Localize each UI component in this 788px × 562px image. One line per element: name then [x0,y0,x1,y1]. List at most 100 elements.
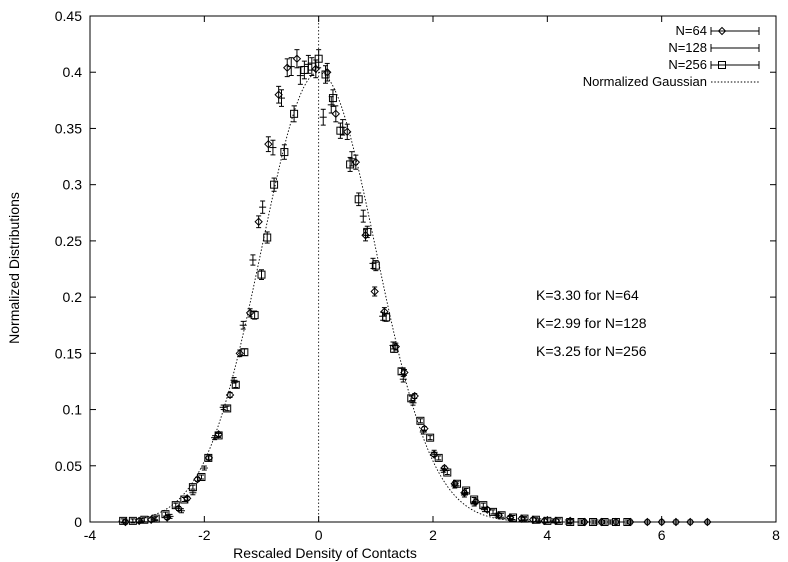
series-square [119,49,632,526]
y-tick-label: 0.25 [55,233,82,249]
point-square [214,431,223,440]
point-diamond [343,127,352,137]
point-square [453,479,462,488]
x-axis-title: Rescaled Density of Contacts [233,545,417,561]
point-square [328,94,337,103]
point-square [363,227,372,236]
point-square [171,501,180,510]
legend: N=64 N=128 N=256 Normalized Gaussian [583,23,760,89]
point-square [489,507,498,516]
x-tick-label: 6 [658,527,666,543]
point-square [407,394,416,403]
point-square [290,109,299,118]
gaussian-curve [118,71,662,523]
point-square [263,233,272,242]
point-square [354,195,363,204]
point-diamond [471,497,481,506]
point-square [119,516,128,525]
point-square [497,511,506,520]
point-diamond [235,349,244,358]
k-annotation: K=3.25 for N=256 [536,343,647,359]
point-square [397,367,406,376]
point-square [611,518,620,526]
point-diamond [225,390,235,400]
point-square [426,433,435,442]
y-tick-label: 0.45 [55,8,82,24]
point-square [479,501,488,510]
legend-label: N=128 [668,40,707,55]
point-square [623,518,632,526]
plot-frame [89,15,777,523]
point-square [416,416,425,425]
legend-label: N=64 [676,23,707,38]
point-square [718,61,726,69]
point-diamond [657,517,666,527]
x-tick-label: 0 [315,527,323,543]
y-tick-label: 0.35 [55,120,82,136]
point-square [250,311,259,320]
point-square [589,518,598,526]
point-diamond [686,517,695,527]
point-square [577,518,586,526]
k-annotation: K=2.99 for N=128 [536,315,647,331]
point-square [314,54,323,63]
point-square [462,486,471,495]
point-square [520,514,529,523]
point-diamond [254,217,263,226]
point-square [240,348,249,357]
point-square [257,270,266,279]
point-square [128,516,137,525]
point-square [180,495,189,504]
y-tick-label: 0.2 [63,289,83,305]
annotations: K=3.30 for N=64 K=2.99 for N=128 K=3.25 fo… [536,287,647,359]
point-square [390,344,399,353]
point-square [346,160,355,169]
y-tick-label: 0.05 [55,458,82,474]
point-square [280,148,289,157]
point-diamond [440,463,449,473]
point-diamond [264,139,273,149]
point-square [204,453,213,462]
x-tick-label: 8 [772,527,780,543]
x-tick-label: -2 [198,527,211,543]
point-diamond [703,517,712,527]
point-square [188,483,197,492]
point-square [434,453,443,462]
point-square [223,404,232,413]
point-square [231,380,240,389]
y-tick-label: 0.1 [63,402,83,418]
point-diamond [370,287,379,296]
point-square [470,495,479,504]
axis-ticks: -4 -2 0 2 4 6 8 0 0.05 0.1 0.15 0.2 0.25 0.3 0.35 0.4 0.… [55,8,780,543]
point-square [443,468,452,477]
data-series [119,49,712,527]
point-square [270,180,279,189]
point-diamond [361,231,370,240]
point-diamond [146,515,156,524]
y-tick-label: 0.3 [63,177,83,193]
x-tick-label: 4 [543,527,551,543]
point-diamond [429,450,439,459]
point-diamond [292,54,302,63]
point-diamond [643,517,652,527]
point-square [531,515,540,524]
point-square [509,513,518,522]
point-square [307,62,316,71]
point-diamond [717,26,727,36]
point-square [161,510,170,519]
x-tick-label: -4 [84,527,97,543]
point-square [321,70,330,79]
point-square [371,261,380,270]
y-tick-label: 0 [74,514,82,530]
point-square [382,313,391,322]
y-axis-title: Normalized Distributions [6,192,22,344]
point-square [600,518,609,526]
point-square [197,473,206,482]
point-diamond [671,517,681,527]
x-tick-label: 2 [429,527,437,543]
legend-label: Normalized Gaussian [583,74,707,89]
gaussian-line [118,71,662,523]
legend-label: N=256 [668,57,707,72]
point-square [151,514,160,523]
